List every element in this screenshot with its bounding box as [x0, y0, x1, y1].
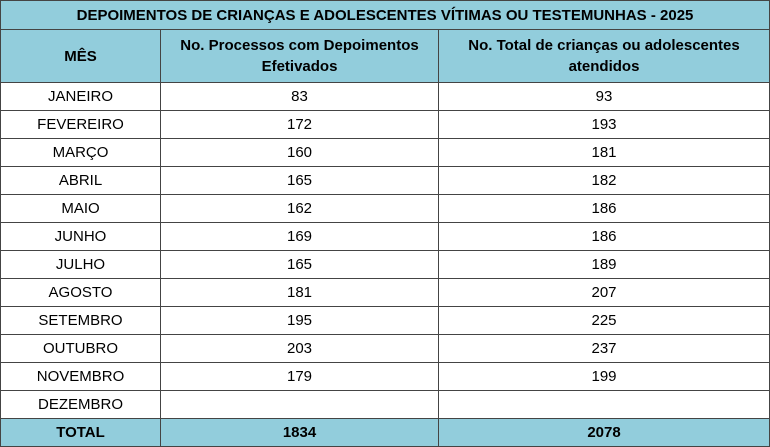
data-row: JUNHO 169 186 [0, 222, 770, 251]
value-cell: 160 [160, 138, 439, 167]
data-row: JANEIRO 83 93 [0, 82, 770, 111]
month-cell: OUTUBRO [0, 334, 161, 363]
data-row: MARÇO 160 181 [0, 138, 770, 167]
month-cell: TOTAL [0, 418, 161, 447]
value-cell: 165 [160, 250, 439, 279]
month-cell: SETEMBRO [0, 306, 161, 335]
month-cell: FEVEREIRO [0, 110, 161, 139]
value-cell: 93 [437, 82, 770, 111]
value-cell: 193 [437, 110, 770, 139]
value-cell: 189 [437, 250, 770, 279]
month-cell: JUNHO [0, 222, 161, 251]
month-cell: NOVEMBRO [0, 362, 161, 391]
value-cell: 199 [437, 362, 770, 391]
month-cell: DEZEMBRO [0, 390, 161, 419]
data-row: JULHO 165 189 [0, 250, 770, 279]
month-cell: MAIO [0, 194, 161, 223]
value-cell: 181 [160, 278, 439, 307]
value-cell: 169 [160, 222, 439, 251]
value-cell: 195 [160, 306, 439, 335]
value-cell [437, 390, 770, 419]
value-cell: 179 [160, 362, 439, 391]
total-row: TOTAL 1834 2078 [0, 418, 770, 447]
value-cell: 182 [437, 166, 770, 195]
value-cell: 207 [437, 278, 770, 307]
value-cell: 237 [437, 334, 770, 363]
data-row: MAIO 162 186 [0, 194, 770, 223]
value-cell: 172 [160, 110, 439, 139]
data-row: AGOSTO 181 207 [0, 278, 770, 307]
data-row: DEZEMBRO [0, 390, 770, 419]
data-row: NOVEMBRO 179 199 [0, 362, 770, 391]
value-cell: 203 [160, 334, 439, 363]
data-row: ABRIL 165 182 [0, 166, 770, 195]
month-cell: JANEIRO [0, 82, 161, 111]
value-cell: 1834 [160, 418, 439, 447]
month-cell: AGOSTO [0, 278, 161, 307]
data-row: OUTUBRO 203 237 [0, 334, 770, 363]
value-cell [160, 390, 439, 419]
value-cell: 225 [437, 306, 770, 335]
header-cell: No. Processos com Depoimentos Efetivados [160, 29, 439, 83]
value-cell: 181 [437, 138, 770, 167]
data-row: FEVEREIRO 172 193 [0, 110, 770, 139]
value-cell: 186 [437, 222, 770, 251]
value-cell: 162 [160, 194, 439, 223]
value-cell: 165 [160, 166, 439, 195]
month-cell: MARÇO [0, 138, 161, 167]
header-cell: MÊS [0, 29, 161, 83]
month-cell: JULHO [0, 250, 161, 279]
header-cell: No. Total de crianças ou adolescentes at… [437, 29, 770, 83]
table-title: DEPOIMENTOS DE CRIANÇAS E ADOLESCENTES V… [0, 0, 770, 30]
value-cell: 186 [437, 194, 770, 223]
value-cell: 83 [160, 82, 439, 111]
value-cell: 2078 [437, 418, 770, 447]
month-cell: ABRIL [0, 166, 161, 195]
data-row: SETEMBRO 195 225 [0, 306, 770, 335]
table-body: JANEIRO 83 93 FEVEREIRO 172 193 MARÇO 160 181 ABR… [0, 82, 770, 447]
header-row: MÊS No. Processos com Depoimentos Efetiv… [0, 29, 770, 83]
title-row: DEPOIMENTOS DE CRIANÇAS E ADOLESCENTES V… [0, 0, 770, 30]
